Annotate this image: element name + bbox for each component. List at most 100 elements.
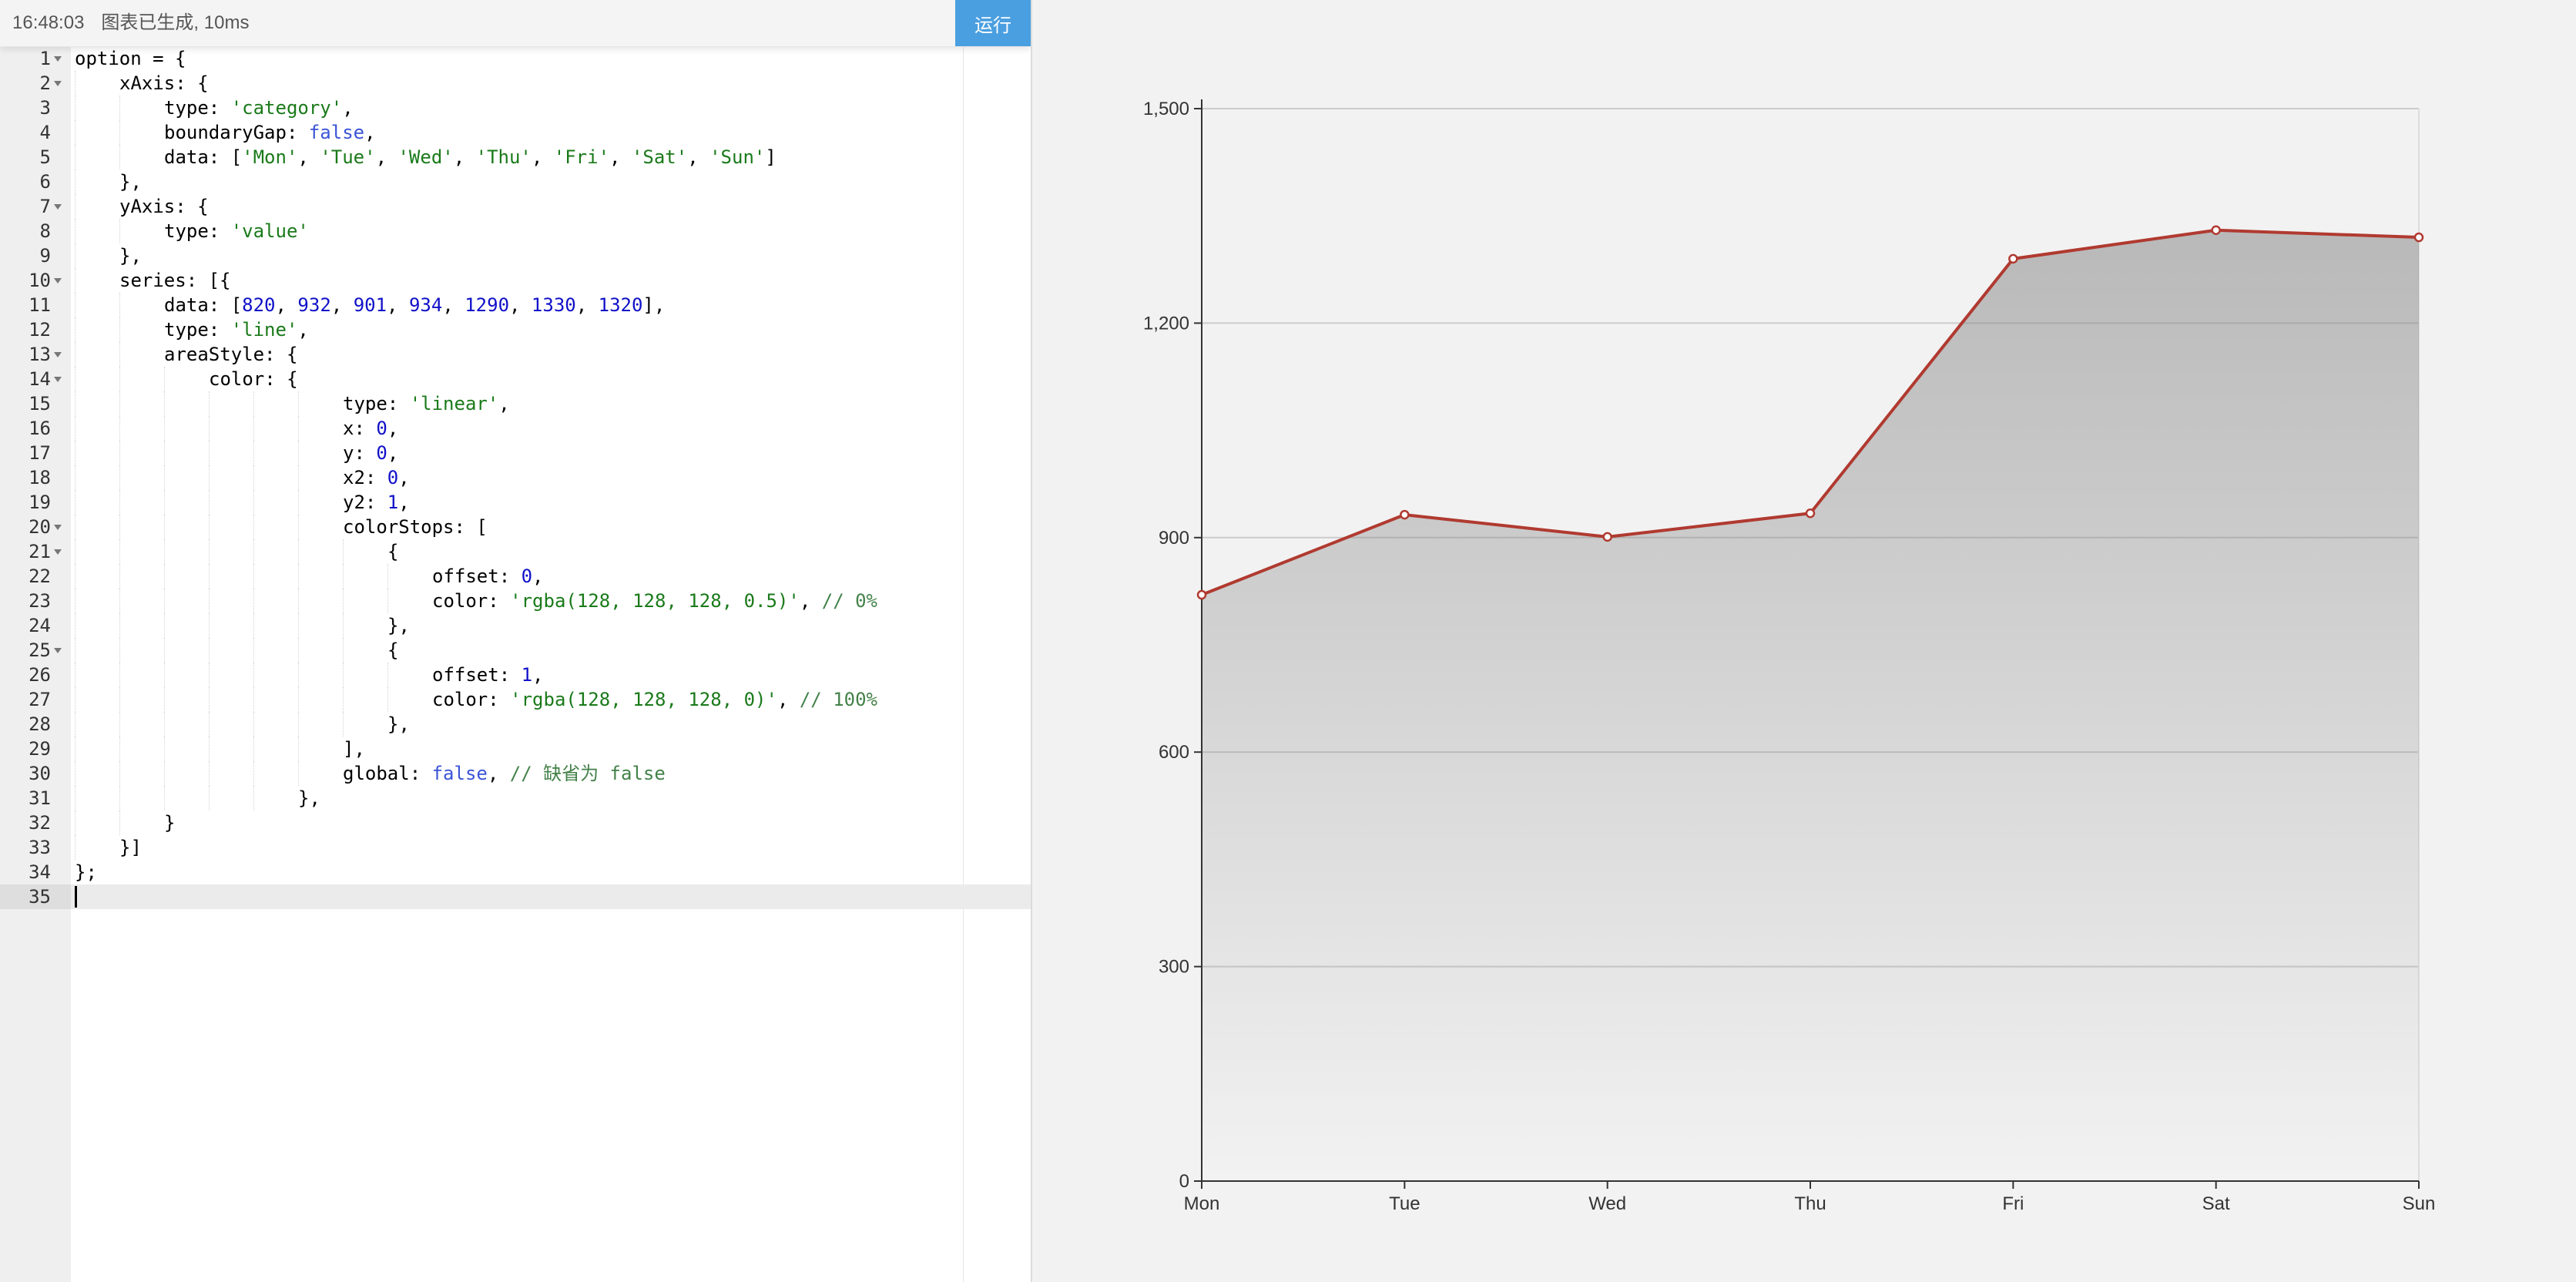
code-line[interactable]: 11 data: [820, 932, 901, 934, 1290, 1330,… [0, 293, 1031, 317]
code-line[interactable]: 19 y2: 1, [0, 490, 1031, 515]
code-line[interactable]: 33}] [0, 835, 1031, 860]
code-line[interactable]: 24}, [0, 613, 1031, 638]
indent-guide [209, 737, 210, 761]
code-token: 'linear' [409, 393, 499, 414]
line-number: 3 [39, 97, 51, 119]
code-line[interactable]: 25 { [0, 638, 1031, 663]
code-line[interactable]: 12 type: 'line', [0, 317, 1031, 342]
data-point[interactable] [1602, 532, 1612, 542]
indent-guide [298, 737, 299, 761]
code-line[interactable]: 1 option = { [0, 46, 1031, 71]
code-line[interactable]: 7 yAxis: { [0, 194, 1031, 219]
fold-toggle-icon[interactable] [54, 278, 62, 284]
y-tick-label: 600 [1159, 742, 1189, 763]
chart-series-layer [1196, 225, 2424, 600]
code-line[interactable]: 15 type: 'linear', [0, 391, 1031, 416]
code-token: 'Mon' [242, 146, 298, 168]
status-message: 图表已生成, 10ms [101, 12, 250, 33]
code-text: }, [387, 712, 410, 737]
code-text: y: 0, [343, 441, 398, 465]
code-token: , [375, 146, 398, 168]
code-text: type: 'value' [164, 219, 309, 243]
code-line[interactable]: 29], [0, 737, 1031, 761]
fold-toggle-icon[interactable] [54, 549, 62, 555]
code-line[interactable]: 5 data: ['Mon', 'Tue', 'Wed', 'Thu', 'Fri… [0, 145, 1031, 169]
code-line[interactable]: 35 [0, 884, 1031, 909]
fold-toggle-icon[interactable] [54, 204, 62, 210]
code-line[interactable]: 9}, [0, 243, 1031, 268]
code-token: ], [642, 294, 666, 316]
code-line[interactable]: 6}, [0, 169, 1031, 194]
code-token: 934 [408, 294, 443, 316]
run-button[interactable]: 运行 [955, 0, 1031, 46]
code-line[interactable]: 16 x: 0, [0, 416, 1031, 441]
code-line[interactable]: 4 boundaryGap: false, [0, 120, 1031, 145]
fold-toggle-icon[interactable] [54, 81, 62, 86]
x-tick-label: Tue [1389, 1193, 1420, 1214]
indent-guide [343, 687, 344, 712]
code-line[interactable]: 31}, [0, 786, 1031, 810]
code-line[interactable]: 10 series: [{ [0, 268, 1031, 293]
code-token: , [531, 146, 554, 168]
code-line[interactable]: 21 { [0, 539, 1031, 564]
code-token: , [498, 393, 510, 414]
code-token: } [164, 812, 176, 834]
indent-guide [209, 490, 210, 515]
code-line[interactable]: 30 global: false, // 缺省为 false [0, 761, 1031, 786]
line-number: 11 [29, 294, 51, 316]
code-line[interactable]: 8 type: 'value' [0, 219, 1031, 243]
indent-guide [119, 564, 120, 589]
code-text: color: 'rgba(128, 128, 128, 0)', // 100% [432, 687, 877, 712]
code-line[interactable]: 14 color: { [0, 367, 1031, 391]
code-line[interactable]: 27 color: 'rgba(128, 128, 128, 0)', // 10… [0, 687, 1031, 712]
data-point[interactable] [1400, 509, 1410, 520]
indent-guide [164, 465, 165, 490]
data-point[interactable] [2008, 253, 2018, 264]
indent-guide [119, 810, 120, 835]
code-line[interactable]: 3 type: 'category', [0, 96, 1031, 120]
indent-guide [253, 786, 254, 810]
code-token: , [275, 294, 298, 316]
code-text: x: 0, [343, 416, 398, 441]
x-tick-label: Thu [1794, 1193, 1826, 1214]
code-line[interactable]: 26 offset: 1, [0, 663, 1031, 687]
code-token: color: { [209, 368, 298, 390]
data-point[interactable] [1805, 508, 1816, 519]
fold-toggle-icon[interactable] [54, 56, 62, 62]
data-point[interactable] [2413, 232, 2424, 243]
fold-toggle-icon[interactable] [54, 352, 62, 357]
code-token: , [442, 294, 465, 316]
indent-guide [119, 638, 120, 663]
line-number: 35 [29, 886, 51, 908]
code-token: { [387, 541, 399, 562]
code-line[interactable]: 13 areaStyle: { [0, 342, 1031, 367]
code-line[interactable]: 20 colorStops: [ [0, 515, 1031, 539]
code-line[interactable]: 28}, [0, 712, 1031, 737]
code-line[interactable]: 18 x2: 0, [0, 465, 1031, 490]
fold-toggle-icon[interactable] [54, 377, 62, 382]
indent-guide [298, 490, 299, 515]
print-margin-line [963, 46, 964, 1282]
indent-guide [298, 589, 299, 613]
data-point[interactable] [2211, 225, 2221, 236]
code-token: }; [75, 861, 97, 883]
line-number: 2 [39, 72, 51, 94]
code-line[interactable]: 23 color: 'rgba(128, 128, 128, 0.5)', // … [0, 589, 1031, 613]
fold-toggle-icon[interactable] [54, 525, 62, 530]
fold-toggle-icon[interactable] [54, 648, 62, 653]
indent-guide [119, 490, 120, 515]
code-line[interactable]: 17 y: 0, [0, 441, 1031, 465]
code-line[interactable]: 2 xAxis: { [0, 71, 1031, 96]
indent-guide [387, 589, 388, 613]
code-token: 1320 [598, 294, 643, 316]
code-token: 'rgba(128, 128, 128, 0)' [510, 689, 777, 710]
code-line[interactable]: 32} [0, 810, 1031, 835]
indent-guide [164, 490, 165, 515]
code-text: }; [75, 860, 97, 884]
code-line[interactable]: 22 offset: 0, [0, 564, 1031, 589]
code-line[interactable]: 34}; [0, 860, 1031, 884]
indent-guide [209, 391, 210, 416]
code-token: x2: [343, 467, 387, 488]
data-point[interactable] [1196, 589, 1207, 600]
code-area[interactable]: 1 option = {2 xAxis: {3 type: 'category', 4 b… [0, 46, 1031, 909]
